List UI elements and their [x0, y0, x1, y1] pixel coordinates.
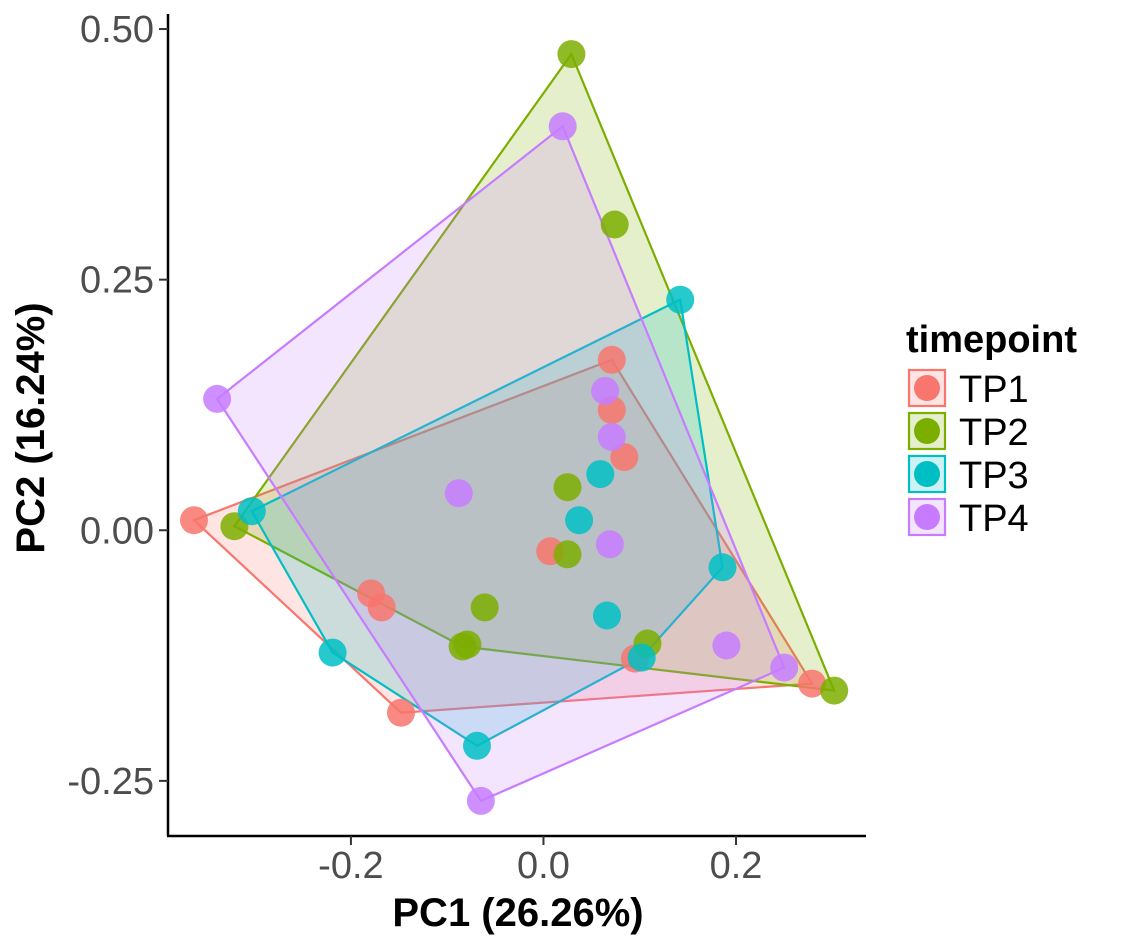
y-tick-label: 0.00	[80, 510, 154, 552]
point-tp4-2	[203, 384, 232, 413]
hull-layer	[191, 51, 836, 803]
legend-label-tp2: TP2	[959, 412, 1029, 454]
point-tp4-4	[770, 653, 799, 682]
point-tp3-9	[627, 643, 656, 672]
point-tp1-8	[610, 443, 639, 472]
legend-marker-tp3	[914, 461, 940, 487]
point-tp2-6	[453, 630, 482, 659]
point-tp2-1	[557, 40, 586, 69]
legend-marker-tp4	[914, 504, 940, 530]
point-tp3-4	[463, 731, 491, 760]
legend-marker-tp1	[914, 375, 940, 401]
y-axis-title: PC2 (16.24%)	[9, 302, 53, 553]
point-tp4-1	[548, 112, 577, 141]
point-tp1-4	[597, 345, 626, 374]
point-tp3-1	[666, 285, 695, 314]
point-tp3-2	[237, 497, 266, 526]
x-axis-title: PC1 (26.26%)	[392, 891, 643, 935]
point-tp4-6	[597, 423, 626, 451]
point-tp3-5	[708, 553, 737, 582]
axes	[166, 14, 866, 838]
point-tp4-3	[466, 786, 495, 815]
point-tp3-7	[565, 506, 594, 535]
point-tp2-7	[470, 593, 499, 622]
legend-title: timepoint	[906, 319, 1077, 361]
legend-label-tp1: TP1	[959, 369, 1029, 411]
x-tick-label: 0.2	[710, 845, 763, 887]
point-tp3-3	[318, 638, 347, 667]
ticks: -0.2 0.0 0.2 -0.25 0.00 0.25 0.50	[67, 9, 762, 887]
point-tp1-6	[367, 593, 396, 622]
point-tp4-7	[595, 530, 624, 559]
y-tick-label: -0.25	[67, 761, 154, 803]
x-tick-label: 0.0	[517, 845, 570, 887]
point-tp1-2	[387, 698, 415, 727]
point-tp2-9	[553, 540, 582, 569]
point-tp1-3	[798, 669, 827, 698]
legend-label-tp4: TP4	[959, 498, 1029, 540]
hull-tp4	[215, 124, 786, 803]
legend-label-tp3: TP3	[959, 455, 1029, 497]
y-tick-label: 0.25	[80, 260, 154, 302]
point-tp4-5	[591, 376, 620, 405]
x-tick-label: -0.2	[318, 845, 383, 887]
point-tp3-6	[586, 460, 615, 489]
point-tp3-8	[593, 601, 621, 630]
points-layer	[180, 40, 849, 815]
point-tp1-1	[180, 506, 208, 535]
point-tp4-8	[444, 479, 473, 508]
point-tp4-9	[712, 631, 741, 660]
y-tick-label: 0.50	[80, 9, 154, 51]
legend-marker-tp2	[914, 418, 940, 444]
point-tp2-3	[820, 676, 849, 705]
point-tp2-2	[600, 210, 629, 239]
point-tp2-8	[553, 473, 582, 502]
